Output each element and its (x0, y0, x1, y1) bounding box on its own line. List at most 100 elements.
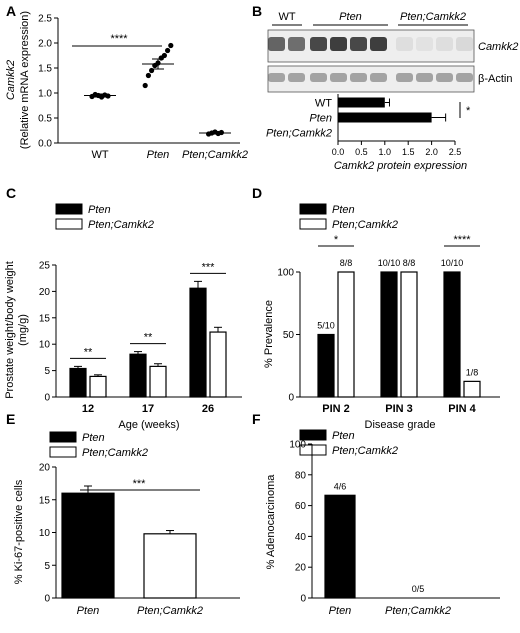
panel-d-bar-label: 10/10 (441, 258, 464, 268)
panel-a-y-label: (Relative mRNA expression) (19, 11, 31, 149)
panel-d-bar-label: 1/8 (466, 367, 479, 377)
panel-f-y-label: % Adenocarcinoma (265, 474, 277, 570)
legend-swatch (299, 429, 327, 441)
panel-f-y-tick-label: 0 (300, 594, 306, 605)
panel-b-x-tick-label: 0.5 (355, 147, 368, 157)
panel-a-data-point (161, 52, 167, 59)
panel-a-data-point (165, 47, 171, 54)
panel-b-x-label: Camkk2 protein expression (334, 160, 467, 172)
blot-camkk2-band (370, 37, 387, 51)
panel-a-category-label: Pten;Camkk2 (182, 149, 248, 161)
panel-e-y-tick-label: 10 (39, 528, 51, 539)
panel-e-chart: Pten Pten;Camkk2 0 5 10 15 20 % Ki-67-positive … (13, 431, 240, 617)
panel-d-bar-label: 8/8 (340, 258, 353, 268)
panel-a-category-label: WT (91, 149, 108, 161)
panel-e-y-tick-label: 0 (44, 594, 50, 605)
panel-a-y-label: Camkk2 (5, 60, 17, 100)
panel-c-y-tick-label: 25 (39, 261, 51, 272)
panel-a-y-tick-label: 1.5 (38, 64, 52, 75)
legend-swatch (49, 446, 77, 458)
panel-a-category-label: Pten (147, 149, 170, 161)
panel-e-category-label: Pten (77, 605, 100, 617)
blot-actin-band (456, 73, 473, 82)
panel-c-bar (129, 353, 147, 398)
panel-label-b: B (252, 3, 262, 19)
panel-a-data-point (142, 82, 148, 89)
legend-label: Pten (82, 432, 105, 444)
panel-c-bar (69, 367, 87, 398)
panel-b-category-label: Pten (309, 113, 332, 125)
panel-label-c: C (6, 185, 16, 201)
blot-actin-band (416, 73, 433, 82)
panel-d-bar-label: 8/8 (403, 258, 416, 268)
blot-lane-group-label: Pten;Camkk2 (400, 11, 466, 23)
panel-c-significance-label: ** (144, 332, 153, 344)
panel-c-y-tick-label: 0 (44, 393, 50, 404)
panel-a-y-tick-label: 0.5 (38, 114, 52, 125)
panel-d-y-tick-label: 100 (277, 268, 294, 279)
panel-c-category-label: 12 (82, 403, 94, 415)
panel-label-a: A (6, 3, 16, 19)
panel-c-y-label: Prostate weight/body weight (4, 261, 16, 399)
panel-f-y-tick-label: 20 (295, 563, 307, 574)
panel-d-y-tick-label: 50 (283, 330, 295, 341)
panel-d-chart: Pten Pten;Camkk2 0 50 100 % Prevalence PIN 2 5/… (263, 203, 500, 431)
panel-b-category-label: Pten;Camkk2 (266, 128, 332, 140)
blot-lane-group-label: Pten (339, 11, 362, 23)
panel-d-bar (337, 271, 355, 398)
panel-b-category-label: WT (315, 98, 332, 110)
blot-camkk2-band (436, 37, 453, 51)
panel-c-x-label: Age (weeks) (118, 419, 179, 431)
panel-c-bar (149, 365, 167, 398)
panel-d-category-label: PIN 2 (322, 403, 350, 415)
blot-actin-band (330, 73, 347, 82)
legend-swatch (299, 444, 327, 456)
blot-actin-band (370, 73, 387, 82)
panel-d-significance-label: * (334, 234, 339, 246)
panel-label-d: D (252, 185, 262, 201)
panel-b-western-blot: WT Pten Pten;Camkk2 Camkk2 β-Actin WT Pten Pten… (266, 11, 518, 172)
panel-a-significance-label: **** (110, 33, 128, 45)
panel-d-category-label: PIN 3 (385, 403, 413, 415)
blot-camkk2-band (416, 37, 433, 51)
panel-d-bar (463, 380, 481, 398)
panel-d-x-label: Disease grade (365, 419, 436, 431)
panel-b-x-tick-label: 2.0 (425, 147, 438, 157)
panel-a-y-tick-label: 0.0 (38, 139, 52, 150)
panel-c-y-tick-label: 20 (39, 287, 51, 298)
panel-e-bar (61, 492, 115, 599)
panel-e-bar (143, 533, 197, 599)
legend-label: Pten;Camkk2 (82, 447, 148, 459)
legend-swatch (55, 203, 83, 215)
panel-e-y-label: % Ki-67-positive cells (13, 479, 25, 584)
panel-c-y-tick-label: 10 (39, 340, 51, 351)
legend-swatch (299, 203, 327, 215)
panel-c-significance-label: ** (84, 346, 93, 358)
panel-e-category-label: Pten;Camkk2 (137, 605, 203, 617)
legend-swatch (55, 218, 83, 230)
panel-c-y-label: (mg/g) (17, 314, 29, 346)
panel-a-data-point (168, 42, 174, 49)
panel-c-y-tick-label: 5 (44, 366, 50, 377)
blot-camkk2-band (396, 37, 413, 51)
panel-c-significance-label: *** (202, 261, 216, 273)
panel-b-significance-label: * (466, 105, 471, 117)
blot-camkk2-band (268, 37, 285, 51)
panel-c-bar (89, 375, 107, 398)
legend-label: Pten;Camkk2 (332, 219, 398, 231)
panel-f-bar-label: 4/6 (334, 481, 347, 491)
blot-actin-band (310, 73, 327, 82)
panel-a-chart: 0.0 0.5 1.0 1.5 2.0 2.5 WT Pten Pten;Camkk2 Camkk… (5, 11, 248, 161)
panel-a-data-point (145, 72, 151, 79)
panel-d-y-tick-label: 0 (288, 393, 294, 404)
panel-d-significance-label: **** (453, 234, 471, 246)
panel-a-y-tick-label: 2.5 (38, 14, 52, 25)
panel-c-y-tick-label: 15 (39, 313, 51, 324)
panel-label-f: F (252, 411, 261, 427)
panel-f-y-tick-label: 100 (289, 440, 306, 451)
legend-label: Pten;Camkk2 (332, 445, 398, 457)
panel-e-significance-label: *** (133, 478, 147, 490)
panel-b-x-tick-label: 2.5 (449, 147, 462, 157)
panel-f-y-tick-label: 80 (295, 470, 307, 481)
panel-d-bar (380, 271, 398, 398)
